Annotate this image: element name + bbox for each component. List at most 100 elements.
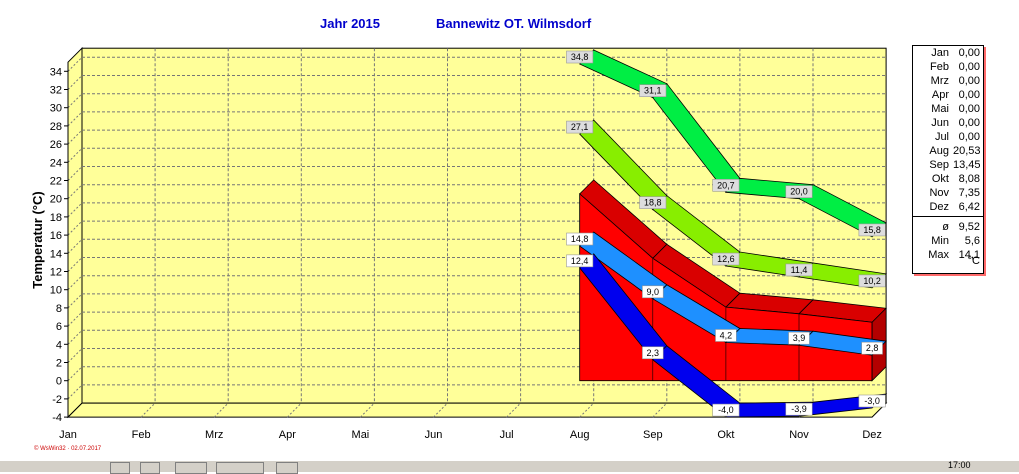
taskbar-quick-launch-1[interactable] (110, 462, 130, 474)
stats-unit: °C (967, 255, 980, 267)
y-tick-label: 12 (50, 267, 62, 279)
data-label: 2,8 (866, 343, 879, 353)
gridline-left-wall (67, 329, 83, 345)
stats-month-label: Jun (931, 117, 949, 129)
y-tick-label: 4 (56, 339, 62, 351)
stats-month-label: Jan (931, 47, 949, 59)
gridline-left-wall (67, 257, 83, 272)
stats-month-value: 0,00 (958, 61, 980, 73)
y-tick-label: -2 (52, 394, 62, 406)
gridline-left-wall (67, 220, 83, 236)
x-tick-label: Jul (500, 429, 514, 441)
stats-month-label: Mai (931, 103, 949, 115)
stats-summary-list: ø 9,52 Min 5,6 Max 14,1 (913, 220, 983, 262)
taskbar-quick-launch-2[interactable] (140, 462, 160, 474)
data-label: 15,8 (863, 225, 881, 235)
stats-month-label: Jul (934, 131, 949, 143)
x-tick-label: Aug (570, 429, 590, 441)
taskbar-window-button-2[interactable] (216, 462, 264, 474)
y-tick-label: 20 (50, 194, 62, 206)
data-label: 2,3 (647, 348, 660, 358)
data-label-box (639, 196, 667, 209)
stats-summary-row: Min 5,6 (913, 234, 983, 248)
data-label-box (858, 223, 886, 237)
stats-month-value: 0,00 (958, 75, 980, 87)
data-label: 3,9 (793, 333, 806, 343)
data-label: 31,1 (644, 86, 662, 96)
y-tick-label: 30 (50, 103, 62, 115)
stats-month-value: 0,00 (958, 131, 980, 143)
gridline-left-wall (67, 93, 83, 109)
x-tick-label: Dez (862, 429, 882, 441)
gridline-floor (433, 402, 448, 418)
software-watermark: © WsWin32 · 02.07.2017 (34, 446, 102, 452)
data-label-box (712, 179, 740, 192)
stats-month-label: Apr (931, 89, 949, 101)
gridline-floor (579, 402, 595, 418)
stats-summary-value: 9,52 (958, 221, 980, 233)
stats-month-row: Dez 6,42 (913, 200, 983, 214)
stats-month-row: Feb 0,00 (913, 60, 983, 74)
stats-month-row: Nov 7,35 (913, 186, 983, 200)
stats-month-row: Aug 20,53 (913, 144, 983, 158)
data-label-box (858, 274, 886, 288)
gridline-left-wall (67, 348, 83, 363)
y-tick-label: 0 (56, 376, 62, 388)
stats-month-label: Okt (931, 173, 949, 185)
x-tick-label: Feb (132, 429, 151, 441)
stats-month-row: Okt 8,08 (913, 172, 983, 186)
gridline-floor (652, 402, 668, 418)
y-tick-label: 32 (50, 85, 62, 97)
y-tick-label: 18 (50, 212, 62, 224)
stats-month-label: Aug (929, 145, 949, 157)
y-tick-label: -4 (52, 412, 62, 424)
data-label-box (785, 402, 813, 416)
stats-month-label: Feb (930, 61, 949, 73)
data-label-box (566, 232, 594, 246)
data-label: 34,8 (571, 52, 589, 62)
y-tick-label: 10 (50, 285, 62, 297)
data-label-box (566, 254, 594, 268)
gridline-left-wall (67, 166, 83, 181)
gridline-left-wall (67, 311, 83, 327)
stats-month-value: 0,00 (958, 89, 980, 101)
gridline-floor (286, 402, 302, 418)
data-label: 12,6 (717, 254, 735, 264)
stats-summary-value: 5,6 (964, 235, 980, 247)
data-label: 10,2 (863, 276, 881, 286)
stats-month-value: 13,45 (953, 159, 981, 171)
gridline-left-wall (67, 384, 83, 400)
stats-month-row: Apr 0,00 (913, 88, 983, 102)
data-label-box (712, 403, 740, 417)
data-label-box (712, 252, 740, 266)
data-label: 18,8 (644, 198, 662, 208)
taskbar-window-button-3[interactable] (276, 462, 298, 474)
gridline-floor (360, 402, 375, 418)
stats-month-value: 0,00 (958, 117, 980, 129)
stats-month-row: Mrz 0,00 (913, 74, 983, 88)
y-tick-label: 26 (50, 139, 62, 151)
data-label-box (861, 341, 883, 355)
data-label: 20,7 (717, 180, 735, 190)
taskbar-clock: 17:00 (948, 460, 971, 470)
y-tick-label: 34 (50, 66, 62, 78)
y-tick-label: 6 (56, 321, 62, 333)
stats-summary-value: 14,1 (958, 249, 980, 261)
gridline-floor (213, 402, 229, 418)
stats-month-value: 6,42 (958, 201, 980, 213)
stats-month-value: 0,00 (958, 47, 980, 59)
data-label: 4,2 (720, 330, 733, 340)
stats-divider (913, 216, 983, 217)
stats-month-row: Mai 0,00 (913, 102, 983, 116)
data-label-box (642, 346, 664, 360)
data-label-box (788, 331, 810, 345)
stats-month-row: Jul 0,00 (913, 130, 983, 144)
stats-summary-row: Max 14,1 (913, 248, 983, 262)
stats-month-label: Nov (929, 187, 949, 199)
taskbar-window-button-1[interactable] (175, 462, 207, 474)
x-tick-label: Nov (789, 429, 809, 441)
x-tick-label: Mrz (205, 429, 223, 441)
gridline-left-wall (67, 202, 83, 218)
gridline-left-wall (67, 111, 83, 127)
